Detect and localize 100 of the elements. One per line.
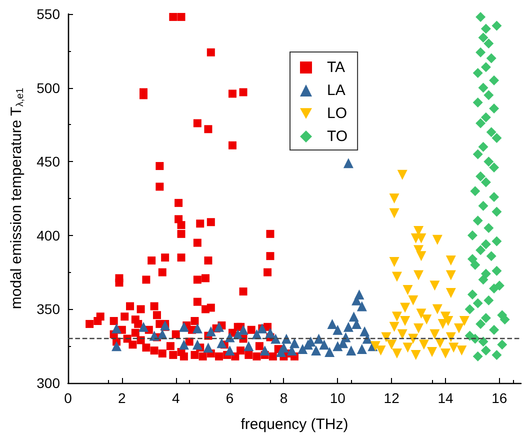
point	[214, 322, 224, 332]
point	[467, 289, 478, 300]
point	[484, 156, 494, 167]
point	[489, 284, 500, 294]
x-tick-label: 4	[172, 390, 180, 406]
point	[327, 318, 338, 329]
point	[414, 270, 424, 280]
point	[489, 162, 500, 173]
point	[492, 206, 502, 217]
point	[418, 340, 429, 350]
point	[389, 256, 400, 267]
point	[432, 304, 442, 314]
point	[343, 322, 354, 332]
point	[319, 340, 330, 350]
point	[476, 118, 486, 128]
point	[427, 347, 438, 358]
point	[422, 314, 432, 325]
x-tick-label: 12	[384, 390, 400, 406]
point	[484, 223, 494, 234]
point	[484, 38, 494, 49]
point	[472, 298, 483, 308]
point	[446, 255, 456, 266]
point	[332, 324, 343, 335]
point	[381, 332, 392, 342]
y-tick-label: 450	[36, 154, 60, 170]
point	[478, 142, 488, 152]
x-tick-label: 10	[330, 390, 346, 406]
point	[430, 329, 440, 340]
point	[480, 62, 491, 72]
point	[238, 324, 248, 335]
y-axis-title: modal emission temperature Tλ,e1	[8, 87, 26, 310]
point	[489, 103, 500, 114]
point	[470, 186, 480, 196]
point	[392, 312, 402, 322]
point	[476, 245, 486, 256]
point	[480, 112, 491, 122]
point	[360, 326, 370, 336]
point	[472, 216, 483, 226]
point	[476, 318, 486, 329]
point	[459, 316, 470, 326]
point	[492, 20, 502, 31]
x-axis-title: frequency (THz)	[240, 416, 348, 433]
point	[397, 170, 408, 180]
point	[244, 341, 254, 352]
point	[311, 346, 322, 356]
point	[480, 177, 491, 188]
point	[486, 251, 496, 262]
point	[464, 304, 475, 314]
point	[178, 340, 189, 350]
y-tick-label: 400	[36, 227, 60, 244]
point	[408, 334, 418, 344]
point	[480, 268, 491, 279]
point	[302, 340, 313, 350]
x-tick-label: 6	[226, 390, 234, 406]
point	[402, 285, 413, 296]
point	[270, 334, 281, 344]
point	[392, 348, 402, 358]
point	[324, 347, 335, 358]
point	[260, 346, 270, 356]
point	[467, 254, 478, 264]
point	[408, 295, 418, 306]
point	[486, 53, 496, 64]
point	[440, 348, 450, 358]
point	[356, 301, 367, 312]
point	[265, 328, 276, 338]
point	[216, 338, 227, 348]
point	[492, 132, 502, 143]
point	[472, 98, 483, 108]
point	[497, 340, 508, 350]
point	[356, 344, 367, 354]
point	[192, 340, 202, 350]
point	[402, 342, 413, 353]
point	[354, 289, 364, 300]
point	[432, 234, 442, 245]
point	[343, 158, 354, 168]
point	[410, 350, 421, 360]
x-tick-label: 14	[438, 390, 454, 406]
legend-label: LO	[327, 105, 348, 122]
point	[203, 342, 214, 353]
point	[416, 251, 426, 262]
point	[484, 90, 494, 100]
point	[484, 295, 494, 306]
point	[486, 127, 496, 138]
x-tick-label: 16	[492, 390, 508, 406]
point	[480, 313, 491, 324]
point	[492, 236, 502, 246]
legend-label: TO	[327, 128, 348, 145]
point	[446, 270, 456, 280]
point	[298, 344, 308, 354]
point	[346, 346, 356, 356]
point	[478, 32, 488, 43]
point	[478, 200, 488, 211]
point	[492, 266, 502, 276]
x-tick-label: 0	[64, 390, 72, 406]
point	[470, 260, 480, 270]
point	[464, 330, 475, 341]
x-tick-label: 8	[280, 390, 288, 406]
legend-label: TA	[327, 59, 346, 76]
point	[467, 230, 478, 240]
point	[397, 329, 408, 340]
